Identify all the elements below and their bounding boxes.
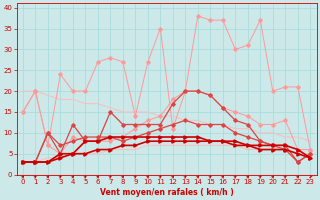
X-axis label: Vent moyen/en rafales ( km/h ): Vent moyen/en rafales ( km/h ) <box>100 188 234 197</box>
